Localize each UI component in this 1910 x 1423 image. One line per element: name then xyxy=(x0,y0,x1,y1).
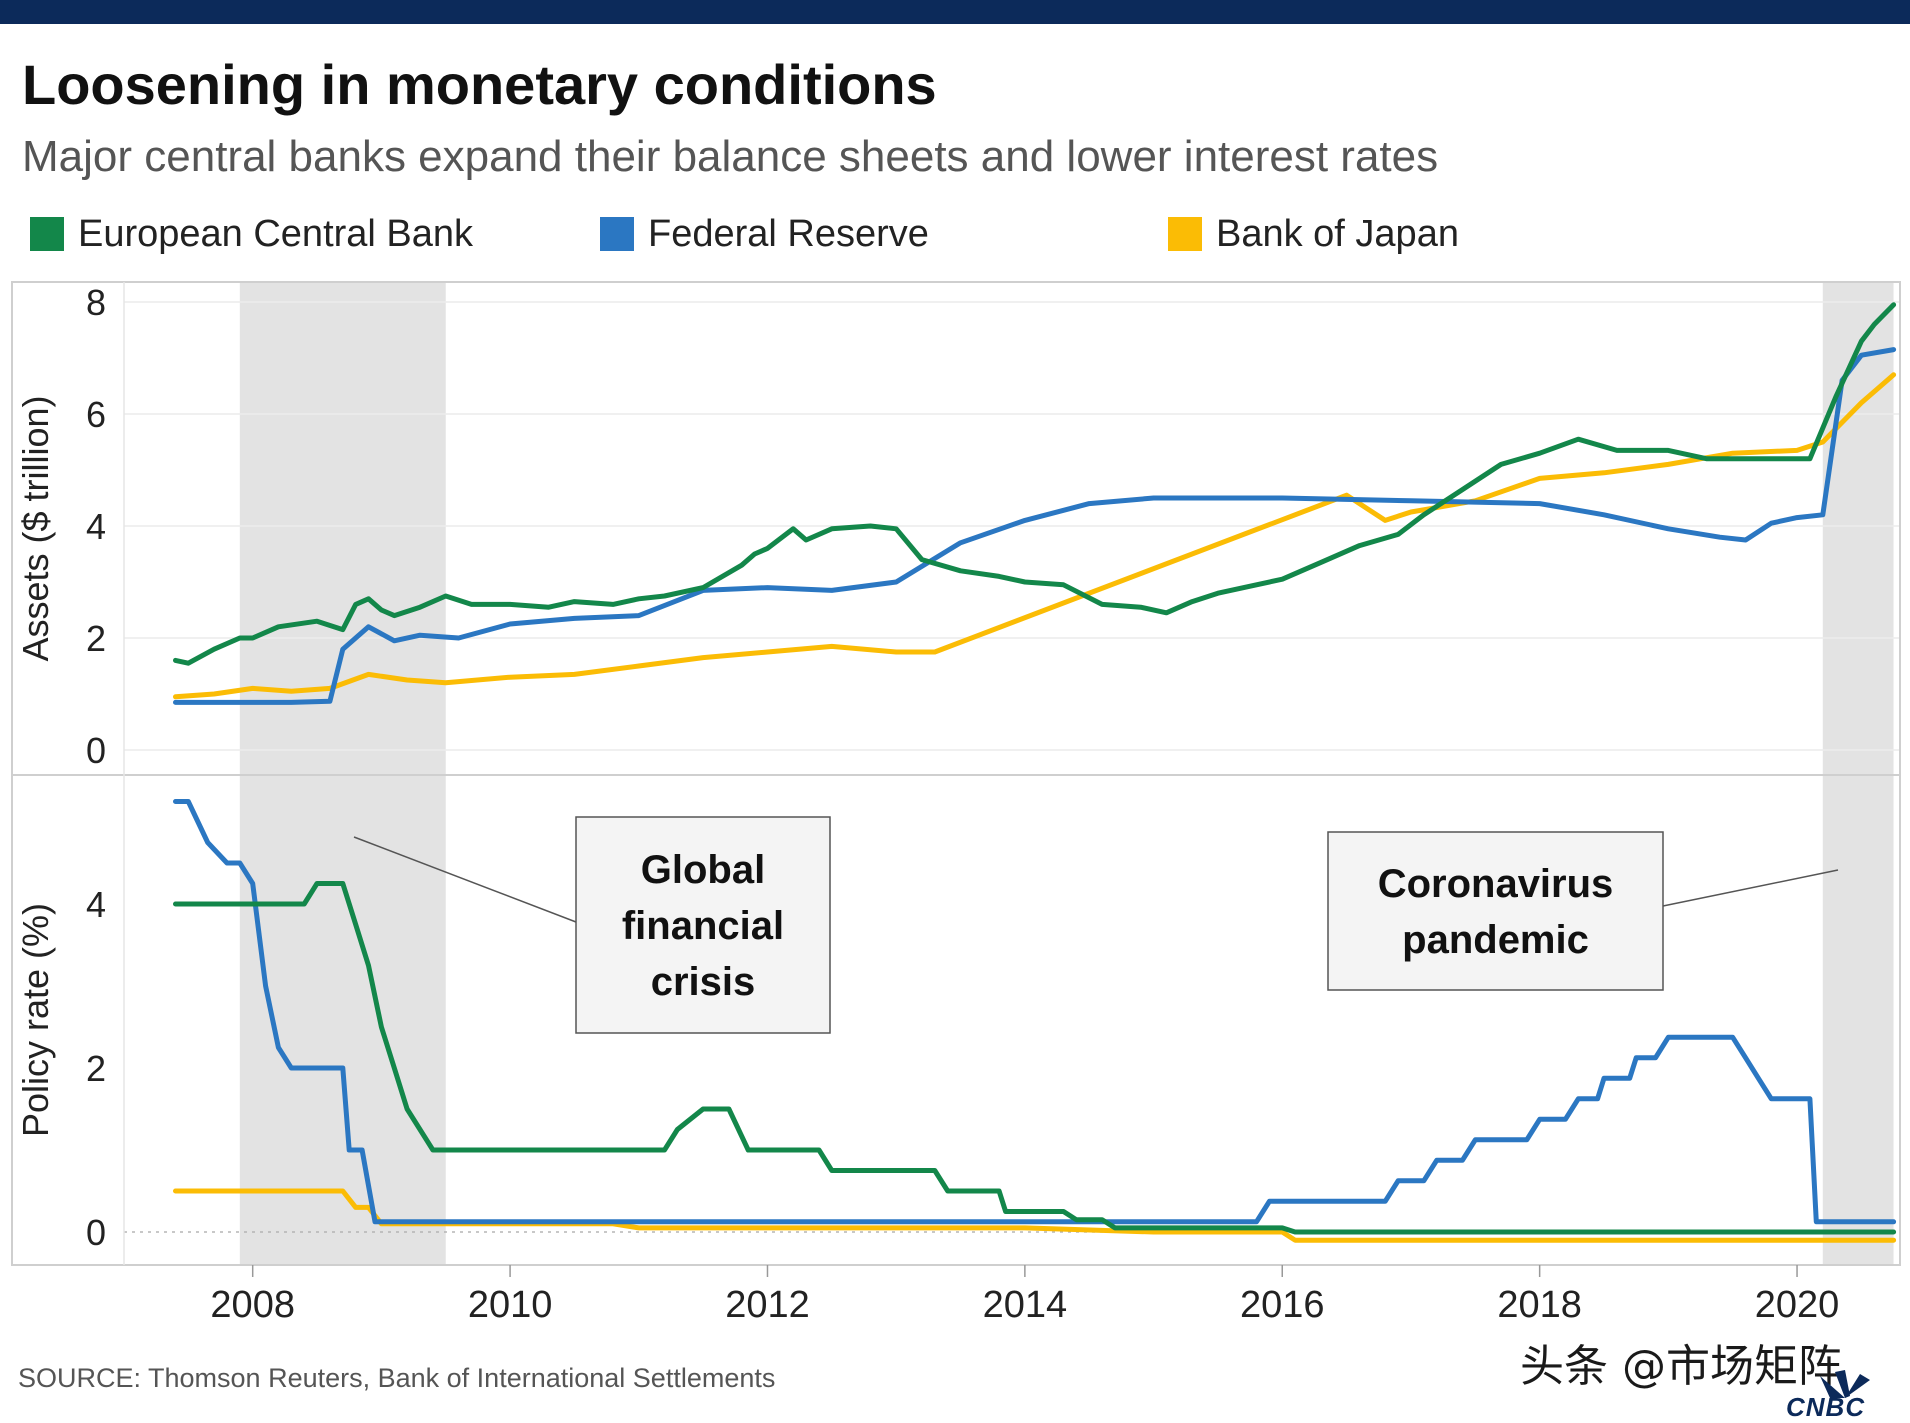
shaded-period-gfc xyxy=(239,282,446,1265)
y-tick-label-top: 4 xyxy=(86,506,106,547)
assets-line-fed xyxy=(173,347,1897,705)
y-axis-label-bottom: Policy rate (%) xyxy=(15,903,56,1137)
y-tick-label-top: 6 xyxy=(86,394,106,435)
x-tick-label: 2020 xyxy=(1755,1284,1840,1326)
annotation-covid-text: pandemic xyxy=(1402,918,1589,962)
y-tick-label-top: 8 xyxy=(86,282,106,323)
x-tick-label: 2018 xyxy=(1497,1284,1582,1326)
y-tick-label-bottom: 4 xyxy=(86,884,106,925)
x-tick-label: 2010 xyxy=(468,1284,553,1326)
x-tick-label: 2014 xyxy=(983,1284,1068,1326)
annotation-gfc-leader xyxy=(353,836,577,923)
annotation-covid-leader xyxy=(1662,869,1839,907)
legend-label-boj: Bank of Japan xyxy=(1216,212,1459,255)
assets-line-ecb xyxy=(173,302,1897,666)
rate-line-ecb xyxy=(173,881,1897,1235)
x-tick-label: 2016 xyxy=(1240,1284,1325,1326)
chart-subtitle: Major central banks expand their balance… xyxy=(22,132,1439,181)
y-tick-label-bottom: 2 xyxy=(86,1048,106,1089)
legend-swatch-ecb xyxy=(30,217,64,251)
y-axis-label-top: Assets ($ trillion) xyxy=(15,395,56,661)
chart-title: Loosening in monetary conditions xyxy=(22,53,937,116)
annotation-gfc-text: Global xyxy=(641,848,765,892)
annotation-covid-box xyxy=(1327,831,1664,991)
annotation-gfc-text: crisis xyxy=(651,960,756,1004)
legend-item-ecb: European Central Bank xyxy=(30,212,473,256)
watermark: 头条 @市场矩阵 xyxy=(1520,1341,1842,1392)
y-tick-label-top: 2 xyxy=(86,618,106,659)
legend-item-boj: Bank of Japan xyxy=(1168,212,1459,256)
legend-swatch-fed xyxy=(600,217,634,251)
cnbc-logo xyxy=(1820,1370,1870,1398)
legend-swatch-boj xyxy=(1168,217,1202,251)
x-tick-label: 2012 xyxy=(725,1284,810,1326)
chart-area: 0 2 4 6 8 0 2 4 Assets ($ trillion) Policy rate (… xyxy=(11,281,1901,1326)
y-tick-label-bottom: 0 xyxy=(86,1212,106,1253)
source-note: SOURCE: Thomson Reuters, Bank of Interna… xyxy=(18,1363,776,1393)
rate-line-fed xyxy=(173,799,1897,1225)
legend-label-fed: Federal Reserve xyxy=(648,212,929,255)
legend-item-fed: Federal Reserve xyxy=(600,212,929,256)
rate-line-boj xyxy=(173,1188,1897,1243)
top-bar xyxy=(0,0,1910,24)
chart-frame xyxy=(11,281,1901,1266)
annotation-gfc-text: financial xyxy=(622,904,784,948)
annotation-covid-text: Coronavirus xyxy=(1378,862,1614,906)
cnbc-logo-text: CNBC xyxy=(1786,1392,1866,1422)
annotation-gfc-box xyxy=(575,816,831,1034)
legend-label-ecb: European Central Bank xyxy=(78,212,474,255)
y-tick-label-top: 0 xyxy=(86,730,106,771)
x-tick-label: 2008 xyxy=(210,1284,295,1326)
